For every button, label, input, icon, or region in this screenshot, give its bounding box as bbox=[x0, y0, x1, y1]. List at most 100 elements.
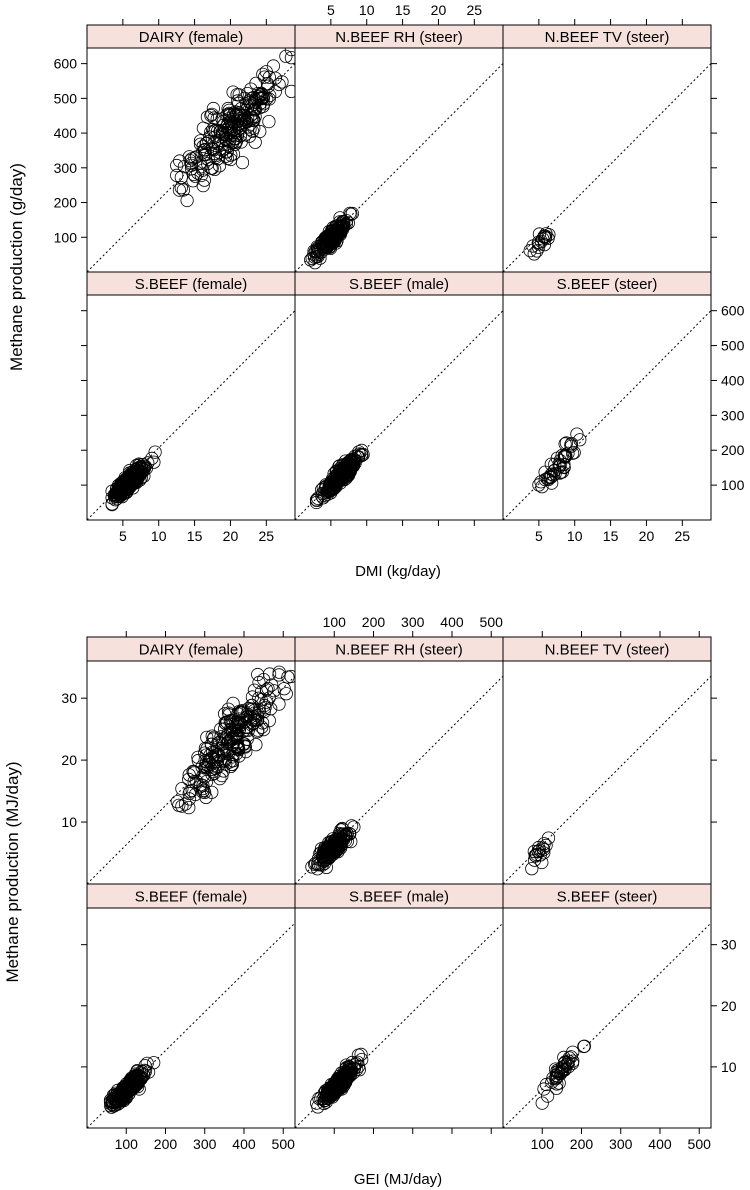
data-point bbox=[537, 846, 551, 860]
data-point bbox=[326, 1087, 340, 1101]
point-cloud bbox=[535, 1039, 592, 1110]
x-tick-label: 20 bbox=[223, 528, 239, 544]
x-tick-label: 200 bbox=[362, 614, 386, 630]
data-point bbox=[252, 691, 266, 705]
point-cloud bbox=[309, 1047, 369, 1114]
reference-line bbox=[503, 922, 711, 1128]
x-axis-title: GEI (MJ/day) bbox=[354, 1171, 442, 1188]
data-point bbox=[555, 1060, 569, 1074]
data-point bbox=[549, 1072, 563, 1086]
panel-label: N.BEEF RH (steer) bbox=[335, 29, 463, 46]
data-point bbox=[326, 223, 340, 237]
data-point bbox=[558, 450, 572, 464]
data-point bbox=[264, 702, 278, 716]
data-point bbox=[142, 1065, 156, 1079]
point-cloud bbox=[305, 819, 361, 876]
data-point bbox=[193, 780, 207, 794]
data-point bbox=[319, 849, 334, 863]
reference-line bbox=[87, 922, 295, 1128]
x-tick-label: 25 bbox=[675, 528, 691, 544]
data-point bbox=[200, 774, 214, 789]
y-tick-label: 200 bbox=[54, 195, 78, 211]
data-point bbox=[279, 687, 293, 701]
data-point bbox=[170, 168, 184, 182]
data-point bbox=[244, 109, 258, 123]
data-point bbox=[228, 129, 242, 143]
data-point bbox=[232, 742, 246, 756]
y-tick-label: 20 bbox=[61, 752, 77, 768]
data-point bbox=[322, 483, 336, 497]
data-point bbox=[228, 137, 242, 151]
data-point bbox=[206, 759, 220, 773]
data-point bbox=[124, 1079, 138, 1093]
data-point bbox=[186, 764, 200, 778]
y-tick-label: 300 bbox=[54, 160, 78, 176]
data-point bbox=[342, 1059, 356, 1074]
data-point bbox=[232, 88, 246, 102]
data-point bbox=[188, 151, 202, 165]
point-cloud bbox=[304, 206, 359, 270]
data-point bbox=[145, 451, 159, 465]
data-point bbox=[341, 1067, 355, 1081]
point-cloud bbox=[170, 48, 295, 208]
y-tick-label: 300 bbox=[721, 407, 745, 423]
x-tick-label: 300 bbox=[609, 1136, 633, 1152]
data-point bbox=[251, 667, 265, 682]
x-tick-label: 5 bbox=[119, 528, 127, 544]
data-point bbox=[180, 193, 194, 208]
data-point bbox=[537, 1082, 551, 1096]
data-point bbox=[557, 457, 571, 471]
data-point bbox=[311, 247, 325, 261]
panel-label: S.BEEF (male) bbox=[349, 276, 449, 293]
data-point bbox=[322, 1089, 336, 1103]
x-tick-label: 15 bbox=[187, 528, 203, 544]
data-point bbox=[284, 48, 295, 57]
x-tick-label: 25 bbox=[467, 2, 483, 18]
data-point bbox=[541, 831, 556, 845]
panel: N.BEEF TV (steer) bbox=[502, 636, 712, 885]
data-point bbox=[327, 467, 341, 481]
data-point bbox=[129, 473, 143, 487]
strip-header bbox=[502, 636, 712, 662]
data-point bbox=[251, 86, 265, 101]
data-point bbox=[182, 772, 196, 787]
data-point bbox=[122, 481, 136, 495]
x-tick-label: 20 bbox=[639, 528, 655, 544]
panel: N.BEEF RH (steer) bbox=[294, 24, 504, 273]
strip-header bbox=[86, 883, 296, 909]
data-point bbox=[221, 702, 235, 716]
data-point bbox=[566, 1045, 580, 1059]
data-point bbox=[536, 842, 551, 857]
data-point bbox=[525, 862, 539, 876]
data-point bbox=[538, 465, 552, 479]
panel: DAIRY (female) bbox=[86, 24, 296, 273]
data-point bbox=[236, 724, 250, 738]
data-point bbox=[256, 99, 270, 113]
panel-label: N.BEEF TV (steer) bbox=[545, 642, 670, 659]
data-point bbox=[261, 681, 275, 696]
x-tick-label: 400 bbox=[232, 1136, 256, 1152]
data-point bbox=[257, 70, 272, 84]
data-point bbox=[546, 468, 561, 482]
data-point bbox=[116, 1089, 130, 1104]
data-point bbox=[257, 705, 271, 719]
data-point bbox=[228, 105, 242, 119]
data-point bbox=[529, 847, 544, 862]
data-point bbox=[284, 51, 295, 65]
panel: S.BEEF (steer) bbox=[502, 271, 712, 521]
data-point bbox=[354, 1047, 368, 1062]
panel: S.BEEF (steer) bbox=[502, 883, 712, 1129]
data-point bbox=[114, 1087, 128, 1102]
data-point bbox=[198, 143, 212, 157]
data-point bbox=[207, 761, 222, 775]
data-point bbox=[538, 231, 553, 245]
data-point bbox=[239, 744, 253, 759]
data-point bbox=[198, 746, 212, 760]
panel-label: S.BEEF (female) bbox=[135, 276, 248, 293]
y-tick-label: 600 bbox=[54, 56, 78, 72]
x-tick-label: 400 bbox=[648, 1136, 672, 1152]
data-point bbox=[204, 737, 219, 751]
data-point bbox=[182, 800, 196, 815]
data-point bbox=[196, 179, 210, 193]
x-tick-label: 10 bbox=[567, 528, 583, 544]
